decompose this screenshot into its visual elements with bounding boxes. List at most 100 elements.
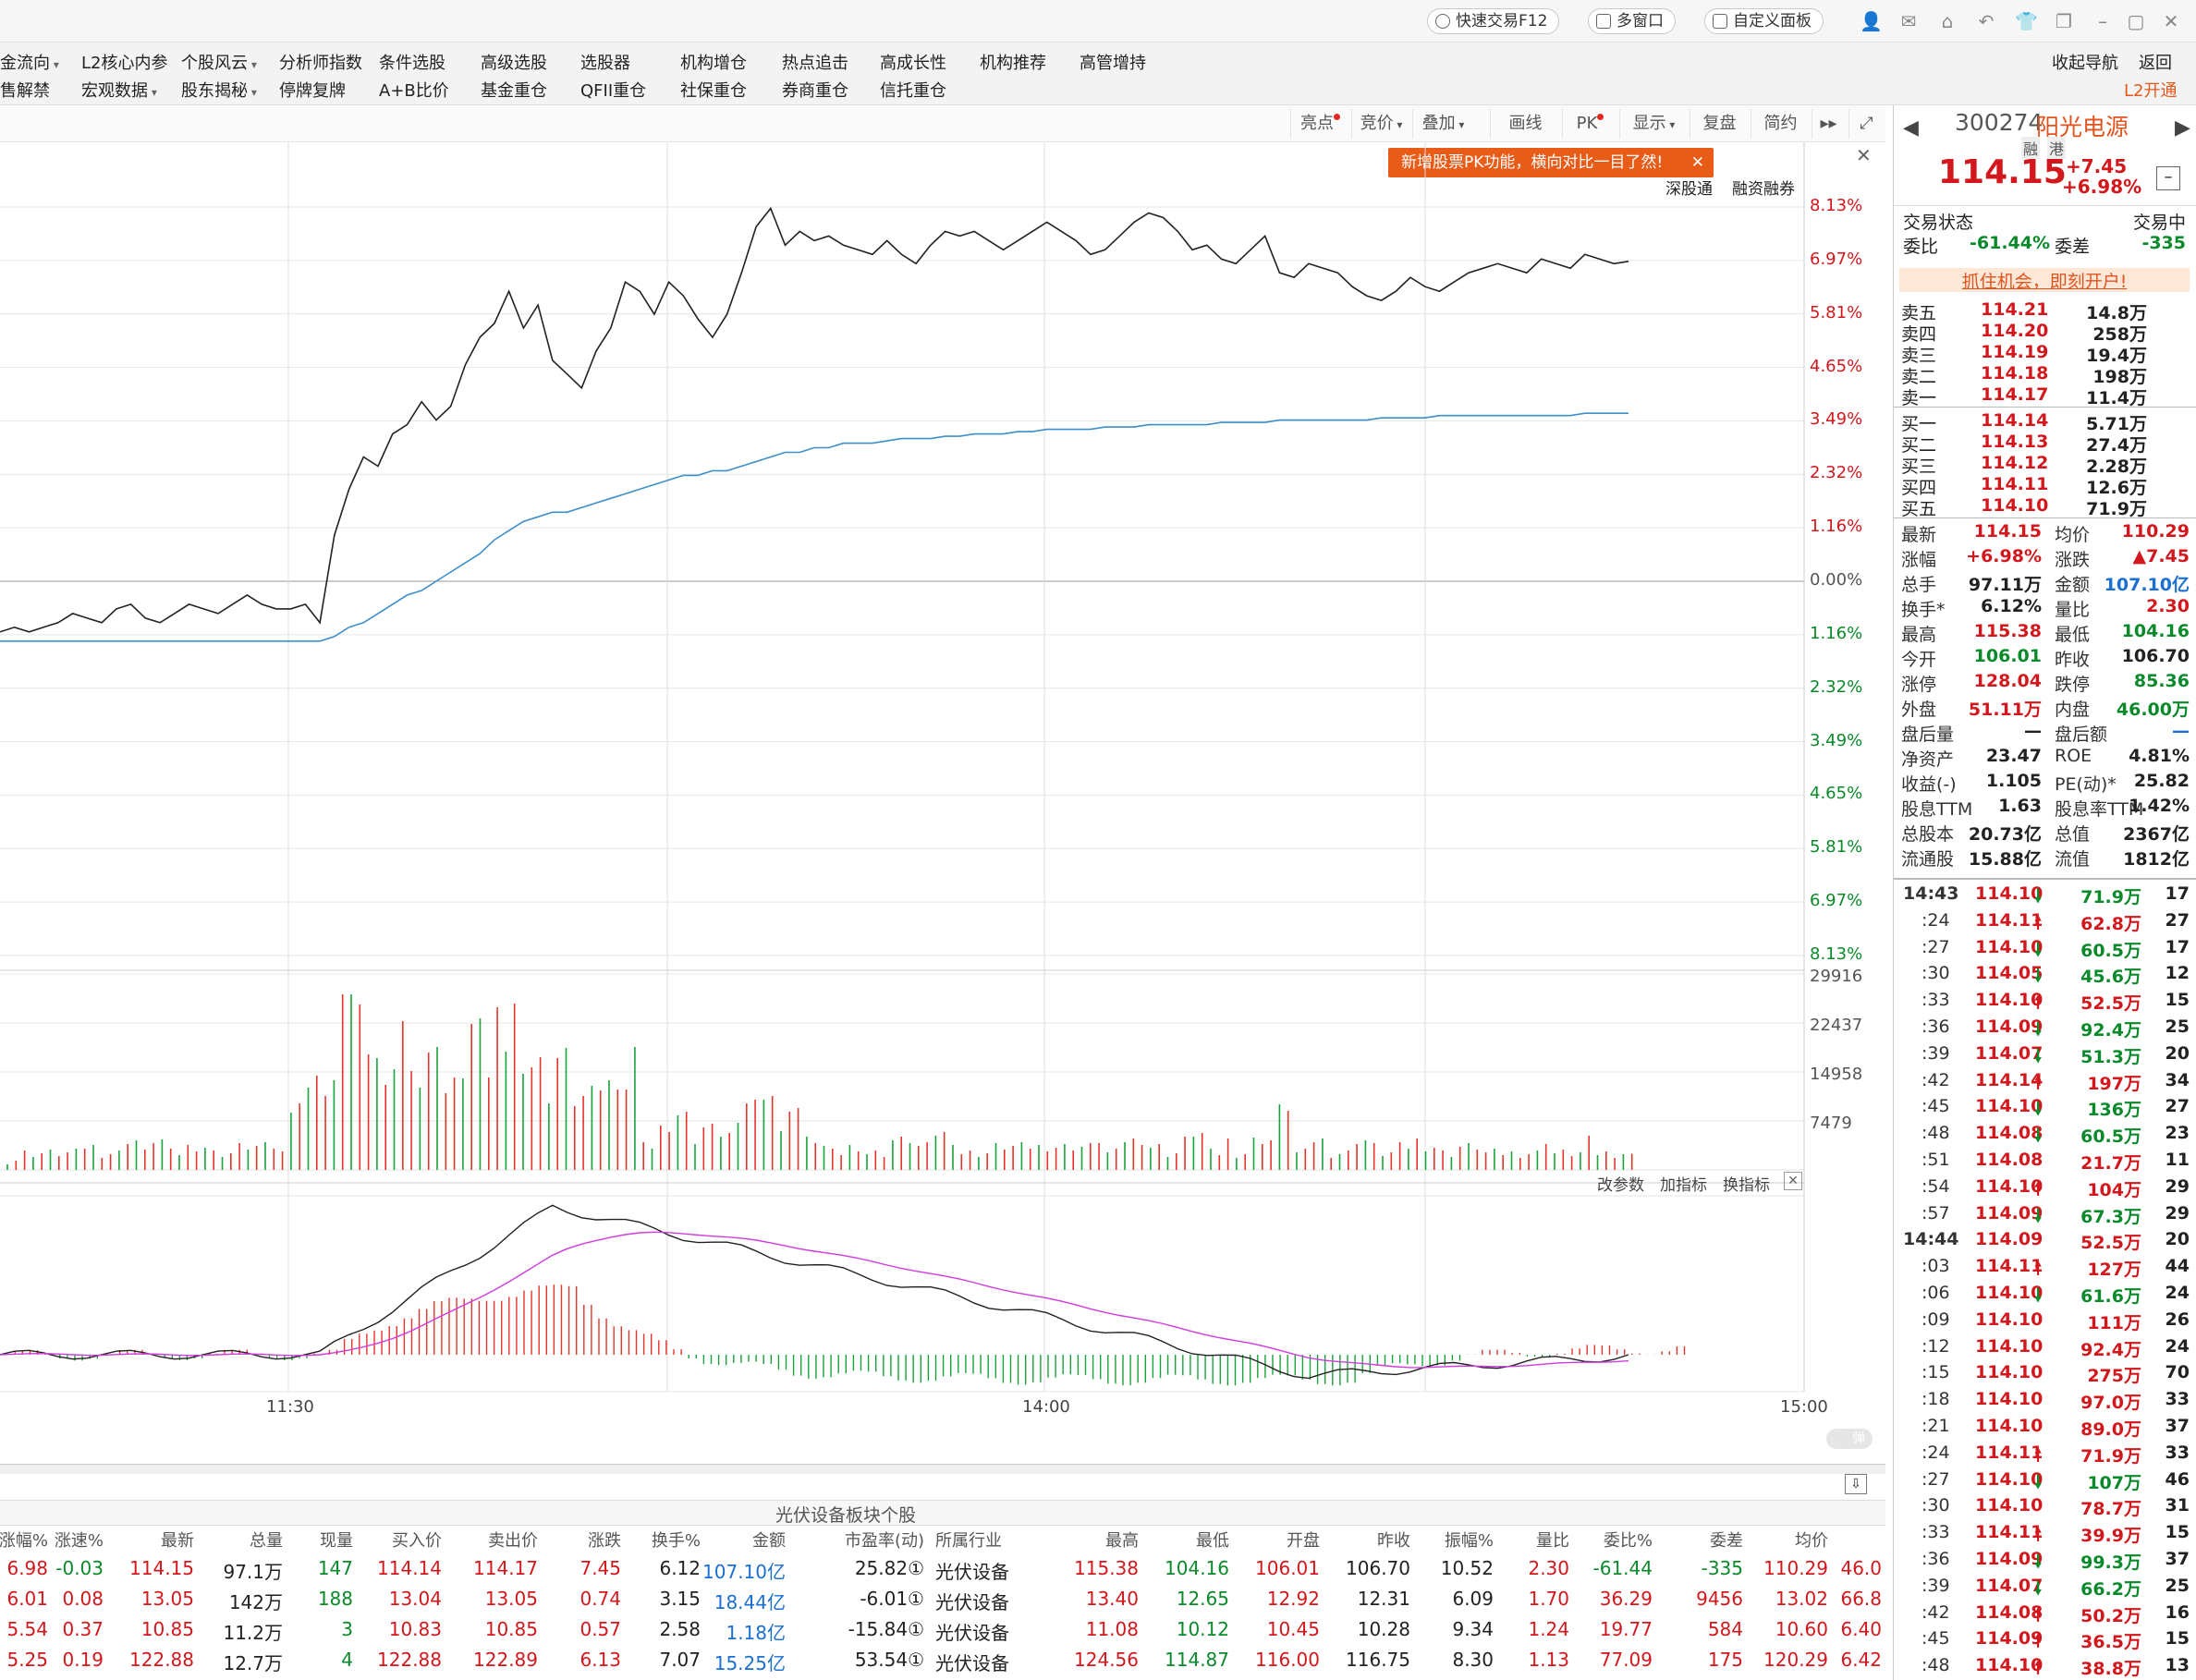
back-link[interactable]: 返回 [2139, 54, 2172, 73]
popup-toggle[interactable]: 弹 [1826, 1429, 1873, 1449]
margin-link[interactable]: 融资融券 [1732, 180, 1795, 199]
close-icon[interactable]: ✕ [1784, 1172, 1802, 1190]
price-axis-label: 3.49% [1810, 730, 1863, 750]
order-book-row[interactable]: 买三 114.12 2.28万 [1901, 453, 2147, 477]
menu-item[interactable]: 信托重仓 [880, 81, 946, 101]
table-header-cell[interactable]: 涨跌 [588, 1531, 621, 1551]
order-book-row[interactable]: 卖五 114.21 14.8万 [1901, 299, 2147, 323]
toolbar-button[interactable]: 竞价 ▾ [1351, 109, 1410, 139]
sgt-link[interactable]: 深股通 [1665, 180, 1713, 199]
menu-item[interactable]: 分析师指数 [279, 54, 362, 73]
close-icon[interactable]: ✕ [1690, 153, 1704, 172]
order-book-row[interactable]: 卖一 114.17 11.4万 [1901, 384, 2147, 408]
table-header-cell[interactable]: 均价 [1795, 1531, 1828, 1551]
table-header-cell[interactable]: 最新 [161, 1531, 194, 1551]
table-header-cell[interactable]: 买入价 [392, 1531, 442, 1551]
order-book-row[interactable]: 卖三 114.19 19.4万 [1901, 342, 2147, 366]
table-header-cell[interactable]: 振幅% [1444, 1531, 1494, 1551]
table-header-cell[interactable]: 换手% [651, 1531, 701, 1551]
table-header-cell[interactable]: 市盈率(动) [844, 1531, 924, 1551]
toolbar-button[interactable]: 简约 [1751, 109, 1810, 139]
menu-item[interactable]: A+B比价 [379, 81, 449, 101]
fullscreen-icon[interactable]: ⤢ [1848, 109, 1884, 139]
table-header-cell[interactable]: 最高 [1105, 1531, 1139, 1551]
collapse-icon[interactable]: – [2156, 166, 2180, 190]
undo-icon[interactable]: ↶ [1978, 10, 1995, 32]
table-header-cell[interactable]: 最低 [1196, 1531, 1229, 1551]
table-header-cell[interactable]: 委差 [1710, 1531, 1743, 1551]
menu-item[interactable]: 高成长性 [880, 54, 946, 73]
order-book-row[interactable]: 买五 114.10 71.9万 [1901, 495, 2147, 519]
switch-indicator-link[interactable]: 换指标 [1723, 1176, 1770, 1195]
order-book-row[interactable]: 买一 114.14 5.71万 [1901, 410, 2147, 434]
table-header-cell[interactable]: 昨收 [1377, 1531, 1410, 1551]
menu-item[interactable]: 高管增持 [1080, 54, 1146, 73]
table-header-cell[interactable]: 总量 [250, 1531, 283, 1551]
table-cell: 10.85 [140, 1618, 194, 1640]
table-cell: 116.75 [1346, 1649, 1410, 1671]
multi-window-button[interactable]: 多窗口 [1588, 8, 1676, 34]
menu-item[interactable]: 社保重仓 [680, 81, 747, 101]
close-icon[interactable]: ✕ [1856, 144, 1872, 166]
toolbar-button[interactable]: 亮点 [1290, 109, 1349, 139]
table-row[interactable]: 6.01 0.08 13.05 142万 188 13.04 13.05 0.74 3.15 18… [0, 1588, 1885, 1617]
toolbar-button[interactable]: PK [1562, 109, 1617, 139]
menu-item[interactable]: 股东揭秘 [181, 78, 257, 102]
collapse-nav-link[interactable]: 收起导航 [2052, 54, 2118, 73]
order-book-row[interactable]: 卖二 114.18 198万 [1901, 363, 2147, 387]
prev-stock-icon[interactable]: ◀ [1903, 116, 1919, 140]
toolbar-button[interactable]: 复盘 [1690, 109, 1749, 139]
add-indicator-link[interactable]: 加指标 [1660, 1176, 1707, 1195]
toolbar-button[interactable]: 显示 ▾ [1619, 109, 1688, 139]
order-book-row[interactable]: 卖四 114.20 258万 [1901, 321, 2147, 345]
menu-item[interactable]: L2核心内参 [81, 54, 168, 73]
forward-icon[interactable]: ▸▸ [1812, 109, 1845, 139]
splitter[interactable] [0, 1465, 1885, 1474]
toolbar-button[interactable]: 画线 [1490, 109, 1560, 139]
table-header-cell[interactable]: 卖出价 [488, 1531, 538, 1551]
menu-item[interactable]: 个股风云 [181, 50, 257, 74]
toolbar-button[interactable]: 叠加 ▾ [1412, 109, 1473, 139]
menu-item[interactable]: 机构推荐 [980, 54, 1046, 73]
order-book-row[interactable]: 买四 114.11 12.6万 [1901, 474, 2147, 498]
skin-icon[interactable]: 👕 [2015, 10, 2038, 32]
promo-banner[interactable]: 抓住机会，即刻开户! [1899, 268, 2190, 292]
menu-item[interactable]: 条件选股 [379, 54, 445, 73]
menu-item[interactable]: 停牌复牌 [279, 81, 346, 101]
menu-item[interactable]: 宏观数据 [81, 78, 157, 102]
custom-panel-button[interactable]: 自定义面板 [1704, 8, 1824, 34]
menu-item[interactable]: 金流向 [0, 50, 59, 74]
user-icon[interactable]: 👤 [1860, 10, 1883, 32]
table-header-cell[interactable]: 涨速% [54, 1531, 104, 1551]
next-stock-icon[interactable]: ▶ [2175, 116, 2190, 140]
quick-trade-button[interactable]: 快速交易F12 [1427, 8, 1560, 34]
menu-item[interactable]: 选股器 [580, 54, 630, 73]
order-book-row[interactable]: 买二 114.13 27.4万 [1901, 432, 2147, 456]
maximize-icon[interactable]: ▢ [2127, 10, 2145, 32]
table-row[interactable]: 5.25 0.19 122.88 12.7万 4 122.88 122.89 6.13 7.07… [0, 1649, 1885, 1678]
table-header-cell[interactable]: 开盘 [1287, 1531, 1320, 1551]
mail-icon[interactable]: ✉ [1900, 10, 1917, 32]
menu-item[interactable]: 热点追击 [782, 54, 848, 73]
table-header-cell[interactable]: 现量 [320, 1531, 353, 1551]
table-header-cell[interactable]: 金额 [752, 1531, 786, 1551]
minimize-icon[interactable]: – [2098, 10, 2107, 32]
edit-params-link[interactable]: 改参数 [1597, 1176, 1644, 1195]
home-icon[interactable]: ⌂ [1941, 10, 1954, 32]
menu-item[interactable]: 机构增仓 [680, 54, 747, 73]
menu-item[interactable]: 券商重仓 [782, 81, 848, 101]
table-header-cell[interactable]: 量比 [1536, 1531, 1569, 1551]
menu-item[interactable]: 高级选股 [481, 54, 547, 73]
close-icon[interactable]: ✕ [2163, 10, 2179, 32]
menu-item[interactable]: 基金重仓 [481, 81, 547, 101]
menu-item[interactable]: QFII重仓 [580, 81, 647, 101]
menu-item[interactable]: 售解禁 [0, 81, 50, 101]
download-icon[interactable]: ⇩ [1845, 1474, 1867, 1494]
l2-open-link[interactable]: L2开通 [2124, 81, 2178, 101]
restore-icon[interactable]: ❐ [2056, 10, 2072, 32]
table-header-cell[interactable]: 涨幅% [0, 1531, 48, 1551]
table-row[interactable]: 6.98 -0.03 114.15 97.1万 147 114.14 114.17 7.45 6… [0, 1557, 1885, 1587]
table-header-cell[interactable]: 委比% [1603, 1531, 1653, 1551]
table-header-cell[interactable]: 所属行业 [935, 1531, 1002, 1551]
table-row[interactable]: 5.54 0.37 10.85 11.2万 3 10.83 10.85 0.57 2.58 1.1… [0, 1618, 1885, 1648]
